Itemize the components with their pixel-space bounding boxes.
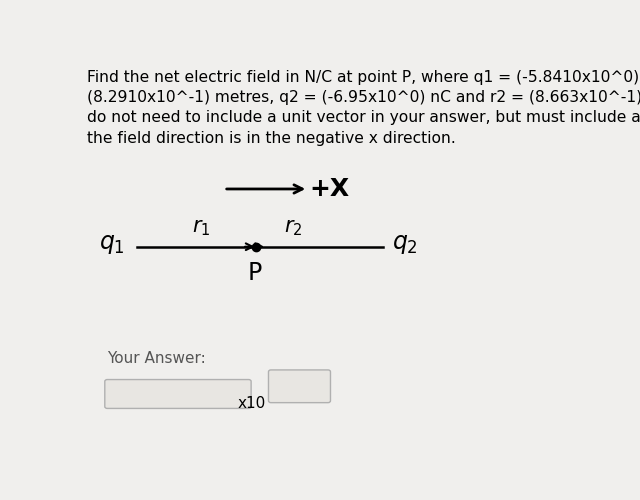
FancyBboxPatch shape — [105, 380, 251, 408]
FancyBboxPatch shape — [269, 370, 330, 402]
Text: $r_1$: $r_1$ — [192, 218, 211, 238]
Text: x10: x10 — [237, 396, 266, 411]
Text: $q_2$: $q_2$ — [392, 234, 418, 256]
Text: P: P — [248, 261, 262, 285]
Text: $r_2$: $r_2$ — [284, 218, 303, 238]
Text: Your Answer:: Your Answer: — [108, 351, 206, 366]
Text: +X: +X — [309, 177, 349, 201]
Text: $q_1$: $q_1$ — [99, 234, 125, 256]
Text: Find the net electric field in N/C at point P, where q1 = (-5.8410x10^0) nC, r1 : Find the net electric field in N/C at po… — [88, 70, 640, 146]
